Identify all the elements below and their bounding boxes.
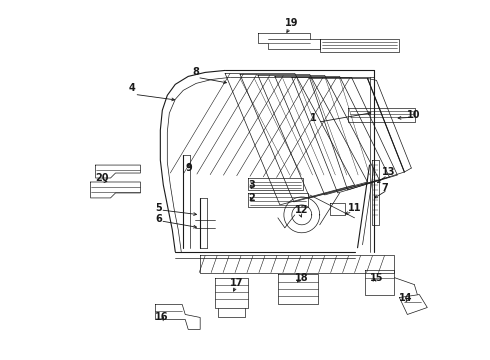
Text: 1: 1	[310, 113, 317, 123]
Text: 11: 11	[347, 203, 361, 213]
Text: 20: 20	[96, 173, 109, 183]
Text: 18: 18	[295, 273, 308, 283]
Text: 12: 12	[295, 205, 308, 215]
Text: 2: 2	[248, 193, 255, 203]
Text: 9: 9	[185, 163, 192, 173]
Text: 16: 16	[155, 312, 169, 323]
Text: 6: 6	[155, 214, 162, 224]
Text: 13: 13	[382, 167, 395, 177]
Text: 5: 5	[155, 203, 162, 213]
Text: 3: 3	[248, 180, 255, 190]
Text: 15: 15	[369, 273, 383, 283]
Text: 17: 17	[230, 278, 244, 288]
Text: 19: 19	[285, 18, 298, 28]
Text: 8: 8	[192, 67, 199, 77]
Text: 4: 4	[128, 84, 135, 93]
Text: 7: 7	[382, 183, 388, 193]
Text: 14: 14	[399, 293, 413, 302]
Text: 10: 10	[407, 110, 421, 120]
